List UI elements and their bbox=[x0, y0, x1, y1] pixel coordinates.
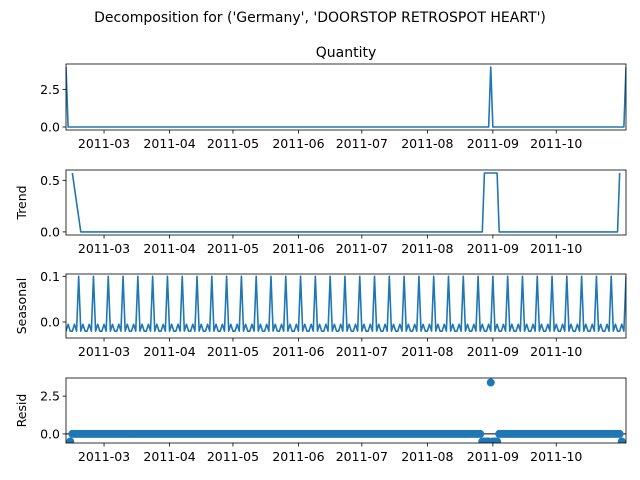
resid-point bbox=[66, 437, 75, 443]
x-tick-label: 2011-08 bbox=[401, 449, 453, 464]
x-tick-label: 2011-08 bbox=[401, 344, 453, 359]
resid-point bbox=[617, 437, 626, 443]
resid-point bbox=[493, 437, 502, 443]
x-tick-label: 2011-10 bbox=[530, 241, 582, 256]
x-tick-label: 2011-04 bbox=[143, 136, 195, 151]
seasonal-line bbox=[66, 275, 626, 332]
x-tick-label: 2011-10 bbox=[530, 449, 582, 464]
x-tick-label: 2011-03 bbox=[78, 344, 130, 359]
y-axis-label: Seasonal bbox=[14, 278, 29, 335]
x-tick-label: 2011-04 bbox=[143, 241, 195, 256]
x-tick-label: 2011-06 bbox=[272, 344, 324, 359]
panel-seasonal: 0.0 0.1 2011-03 2011-04 2011-05 2011-06 2011-0… bbox=[14, 269, 627, 359]
x-tick-label: 2011-05 bbox=[207, 344, 259, 359]
resid-marks bbox=[66, 378, 626, 443]
resid-point bbox=[476, 429, 485, 438]
y-tick-label: 0.0 bbox=[40, 120, 60, 135]
x-tick-label: 2011-07 bbox=[336, 241, 388, 256]
panel-frame bbox=[65, 169, 627, 236]
x-tick-label: 2011-05 bbox=[207, 136, 259, 151]
y-tick-label: 0.1 bbox=[40, 269, 60, 284]
trend-line bbox=[71, 172, 621, 233]
y-tick-label: 0.5 bbox=[40, 173, 60, 188]
panel-frame bbox=[65, 63, 627, 131]
x-tick-label: 2011-07 bbox=[336, 449, 388, 464]
x-tick-label: 2011-09 bbox=[467, 241, 519, 256]
panel-frame bbox=[65, 273, 627, 339]
y-tick-label: 0.0 bbox=[40, 224, 60, 239]
x-tick-label: 2011-08 bbox=[401, 241, 453, 256]
resid-point bbox=[615, 429, 624, 438]
panel-frame bbox=[65, 377, 627, 444]
y-tick-label: 0.0 bbox=[40, 426, 60, 441]
panel-title: Quantity bbox=[316, 45, 377, 61]
x-tick-label: 2011-04 bbox=[143, 344, 195, 359]
x-tick-label: 2011-09 bbox=[467, 449, 519, 464]
x-tick-label: 2011-06 bbox=[272, 241, 324, 256]
observed-line bbox=[66, 66, 626, 128]
x-tick-label: 2011-07 bbox=[336, 344, 388, 359]
panel-observed: 0.0 2.5 2011-03 2011-04 2011-05 2011-06 2011-0… bbox=[40, 45, 627, 151]
x-tick-label: 2011-03 bbox=[78, 136, 130, 151]
panel-resid: 0.0 2.5 2011-03 2011-04 2011-05 2011-06 2011-0… bbox=[14, 377, 627, 464]
resid-point bbox=[486, 378, 495, 387]
y-tick-label: 2.5 bbox=[40, 389, 60, 404]
x-tick-label: 2011-05 bbox=[207, 241, 259, 256]
panel-trend: 0.0 0.5 2011-03 2011-04 2011-05 2011-06 2011-0… bbox=[14, 169, 627, 256]
x-tick-label: 2011-07 bbox=[336, 136, 388, 151]
x-tick-label: 2011-03 bbox=[78, 449, 130, 464]
seasonal-marks bbox=[66, 275, 626, 332]
y-tick-label: 2.5 bbox=[40, 82, 60, 97]
x-tick-label: 2011-10 bbox=[530, 344, 582, 359]
y-tick-label: 0.0 bbox=[40, 315, 60, 330]
x-tick-label: 2011-10 bbox=[530, 136, 582, 151]
x-tick-label: 2011-06 bbox=[272, 136, 324, 151]
x-tick-label: 2011-03 bbox=[78, 241, 130, 256]
figure-title: Decomposition for ('Germany', 'DOORSTOP … bbox=[94, 10, 546, 26]
x-tick-label: 2011-04 bbox=[143, 449, 195, 464]
x-tick-label: 2011-06 bbox=[272, 449, 324, 464]
x-tick-label: 2011-09 bbox=[467, 136, 519, 151]
x-tick-label: 2011-09 bbox=[467, 344, 519, 359]
observed-marks bbox=[66, 66, 626, 128]
x-tick-label: 2011-08 bbox=[401, 136, 453, 151]
trend-marks bbox=[71, 172, 621, 233]
x-tick-label: 2011-05 bbox=[207, 449, 259, 464]
y-axis-label: Trend bbox=[14, 185, 29, 220]
y-axis-label: Resid bbox=[14, 394, 29, 428]
